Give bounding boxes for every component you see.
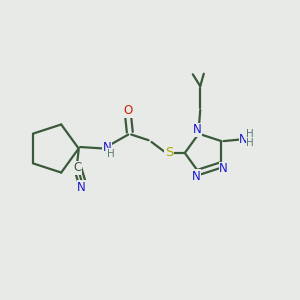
Text: H: H: [107, 148, 115, 159]
Text: N: N: [239, 133, 248, 146]
Text: S: S: [165, 146, 173, 160]
Text: N: N: [192, 169, 201, 183]
Text: H: H: [246, 129, 254, 139]
Text: N: N: [193, 123, 202, 136]
Text: C: C: [73, 161, 81, 174]
Text: O: O: [123, 104, 132, 117]
Text: H: H: [246, 138, 254, 148]
Text: N: N: [77, 181, 86, 194]
Text: N: N: [219, 162, 228, 175]
Text: N: N: [103, 140, 111, 154]
